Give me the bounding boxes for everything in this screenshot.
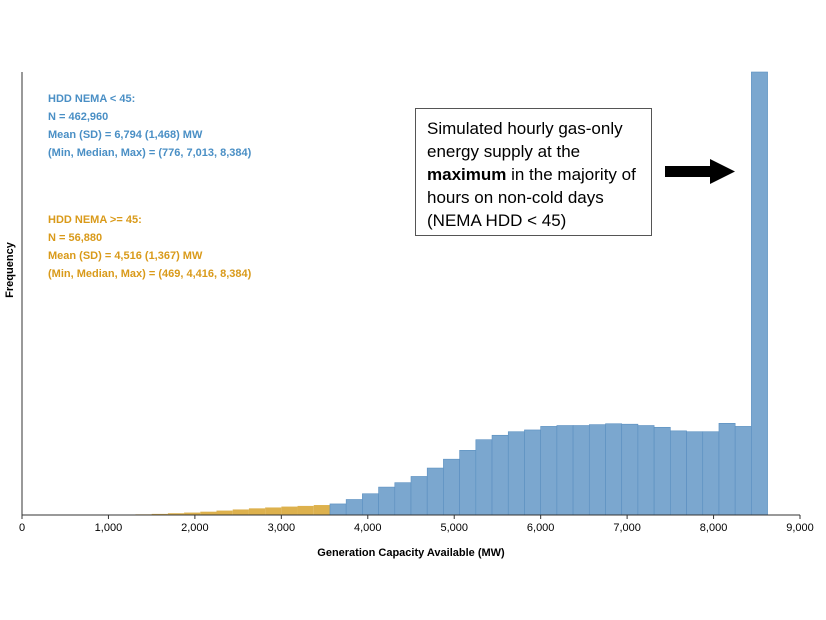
histogram-bar <box>216 510 233 515</box>
histogram-bar <box>686 431 704 516</box>
histogram-bar <box>507 431 525 516</box>
histogram-bar <box>410 476 428 516</box>
x-tick-label: 1,000 <box>95 522 123 534</box>
histogram-bar <box>345 499 363 516</box>
histogram-bar <box>313 505 330 515</box>
histogram-bar <box>459 450 477 516</box>
histogram-bar <box>734 426 752 516</box>
histogram-bar <box>588 424 606 516</box>
histogram-bar <box>702 431 720 516</box>
stats-mean: Mean (SD) = 6,794 (1,468) MW <box>48 129 203 141</box>
histogram-bar <box>637 425 655 516</box>
x-axis-ticks: 0 1,000 2,000 3,000 4,000 5,000 6,000 7,000 8,00… <box>19 515 814 534</box>
x-tick-label: 3,000 <box>268 522 296 534</box>
x-tick-label: 2,000 <box>181 522 209 534</box>
x-tick-label: 9,000 <box>786 522 814 534</box>
y-axis-label: Frequency <box>4 241 16 298</box>
histogram-bar <box>265 507 282 515</box>
series-hdd-lt-45 <box>329 71 768 516</box>
stats-n: N = 462,960 <box>48 111 109 123</box>
histogram-bar <box>297 505 314 515</box>
stats-block-hdd-ge-45: HDD NEMA >= 45: N = 56,880 Mean (SD) = 4… <box>48 211 251 283</box>
stats-range: (Min, Median, Max) = (469, 4,416, 8,384) <box>48 268 252 280</box>
x-tick-label: 6,000 <box>527 522 555 534</box>
arrow-icon <box>665 159 735 184</box>
x-axis-label: Generation Capacity Available (MW) <box>317 547 505 559</box>
x-tick-label: 7,000 <box>613 522 641 534</box>
histogram-bar <box>556 425 574 516</box>
histogram-bar <box>426 467 444 516</box>
x-tick-label: 5,000 <box>440 522 468 534</box>
histogram-bar <box>281 506 298 515</box>
histogram-bar <box>572 425 590 516</box>
stats-header: HDD NEMA < 45: <box>48 93 136 105</box>
stats-mean: Mean (SD) = 4,516 (1,367) MW <box>48 250 203 262</box>
histogram-bar <box>151 513 168 515</box>
x-tick-label: 4,000 <box>354 522 382 534</box>
annotation-callout: Simulated hourly gas-only energy supply … <box>415 108 652 236</box>
histogram-bar <box>200 511 217 515</box>
histogram-bar <box>329 503 347 516</box>
histogram-bar <box>491 434 509 516</box>
histogram-bar <box>605 423 623 516</box>
histogram-bar <box>751 71 768 516</box>
histogram-bar <box>443 458 460 516</box>
callout-text-before: Simulated hourly gas-only energy supply … <box>427 119 623 161</box>
stats-range: (Min, Median, Max) = (776, 7,013, 8,384) <box>48 147 252 159</box>
callout-text-after: in the majority of hours on non-cold day… <box>427 165 636 230</box>
x-tick-label: 0 <box>19 522 25 534</box>
histogram-bar <box>378 486 396 516</box>
histogram-bar <box>232 509 249 515</box>
histogram-bar <box>540 426 558 516</box>
histogram-bar <box>670 430 687 516</box>
x-tick-label: 8,000 <box>700 522 728 534</box>
histogram-bar <box>524 429 541 516</box>
histogram-bar <box>621 423 639 516</box>
histogram-bar <box>248 508 266 515</box>
stats-header: HDD NEMA >= 45: <box>48 214 142 226</box>
callout-text-bold: maximum <box>427 165 507 184</box>
histogram-bar <box>167 513 185 515</box>
stats-n: N = 56,880 <box>48 232 103 244</box>
histogram-bar <box>475 439 493 516</box>
histogram-bar <box>653 426 671 516</box>
histogram-bar <box>394 482 412 516</box>
stats-block-hdd-lt-45: HDD NEMA < 45: N = 462,960 Mean (SD) = 6… <box>48 90 251 162</box>
histogram-bar <box>362 493 379 516</box>
histogram-bar <box>718 422 736 516</box>
histogram-bar <box>184 512 201 515</box>
